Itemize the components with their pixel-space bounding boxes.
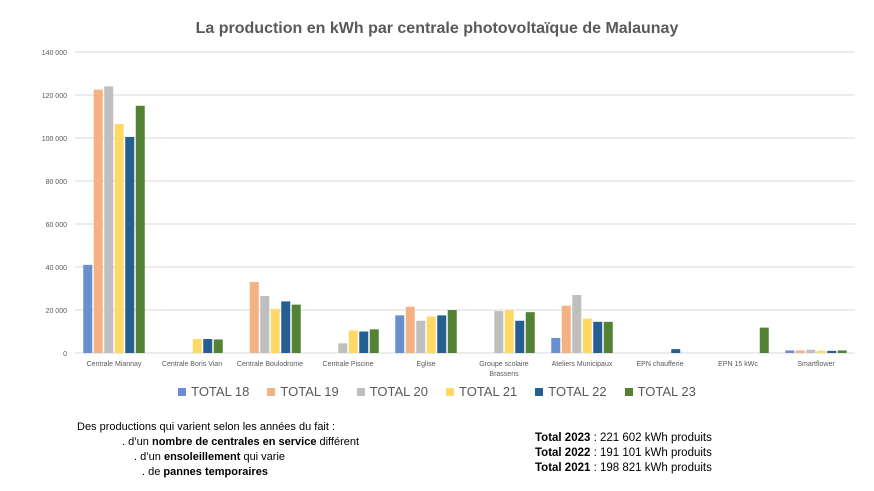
legend-label: TOTAL 18 <box>191 384 250 399</box>
note-line-3: . de pannes temporaires <box>142 466 268 478</box>
legend-item: TOTAL 20 <box>356 384 428 399</box>
legend-label: TOTAL 23 <box>637 384 696 399</box>
bar <box>837 350 847 353</box>
bar <box>603 321 613 353</box>
legend-label: TOTAL 21 <box>459 384 518 399</box>
legend-swatch <box>178 387 187 396</box>
bar <box>827 350 837 353</box>
bar <box>437 315 447 353</box>
legend-item: TOTAL 23 <box>624 384 696 399</box>
bar <box>338 343 348 353</box>
bar <box>93 89 103 353</box>
legend-swatch <box>535 387 544 396</box>
x-tick-label: Centrale Piscine <box>323 361 374 368</box>
x-tick-label: Centrale Boulodrome <box>237 361 303 368</box>
legend-item: TOTAL 19 <box>267 384 339 399</box>
bar <box>759 327 769 353</box>
legend-item: TOTAL 18 <box>178 384 249 399</box>
bar <box>260 296 270 353</box>
bar <box>806 349 816 353</box>
legend-item: TOTAL 22 <box>535 384 607 399</box>
x-tick-label: Brassens <box>489 371 519 378</box>
x-tick-label: Centrale Boris Vian <box>162 361 222 368</box>
bar <box>525 312 535 353</box>
note-line-2: . d’un ensoleillement qui varie <box>134 451 286 463</box>
y-tick-label: 40 000 <box>46 265 68 272</box>
total-line: Total 2022 : 191 101 kWh produits <box>535 447 712 459</box>
bar <box>369 329 379 353</box>
total-line: Total 2023 : 221 602 kWh produits <box>535 432 712 444</box>
y-tick-label: 140 000 <box>42 50 67 57</box>
x-tick-label: Smartflower <box>797 361 835 368</box>
notes-intro: Des productions qui varient selon les an… <box>77 421 336 433</box>
y-tick-label: 100 000 <box>42 136 67 143</box>
bar <box>551 337 561 353</box>
bar <box>593 321 603 353</box>
y-tick-label: 80 000 <box>46 179 68 186</box>
bar <box>504 310 514 353</box>
bar <box>135 105 145 353</box>
bar <box>281 301 291 353</box>
bar <box>494 311 504 353</box>
bar <box>447 310 457 353</box>
legend-swatch <box>356 387 365 396</box>
bar <box>203 339 213 353</box>
bar <box>582 318 592 353</box>
legend-label: TOTAL 20 <box>369 384 428 399</box>
legend-swatch <box>624 387 633 396</box>
bar <box>348 330 358 353</box>
x-tick-label: Groupe scolaire <box>479 361 529 368</box>
bar <box>816 350 826 353</box>
bar <box>104 86 114 354</box>
notes: Des productions qui varient selon les an… <box>77 420 359 480</box>
y-tick-label: 60 000 <box>46 222 68 229</box>
y-tick-label: 0 <box>63 351 67 358</box>
bar <box>125 136 135 353</box>
bar <box>249 282 259 353</box>
x-tick-label: Ateliers Municipaux <box>552 361 613 368</box>
bar <box>515 320 525 353</box>
legend: TOTAL 18 TOTAL 19 TOTAL 20 TOTAL 21 TOTAL 22… <box>0 384 874 399</box>
x-tick-label: Centrale Miannay <box>87 361 142 368</box>
bar <box>572 294 582 353</box>
bar <box>213 339 223 353</box>
bar <box>395 315 405 353</box>
bar <box>359 331 369 353</box>
legend-label: TOTAL 22 <box>548 384 607 399</box>
bar <box>416 320 426 353</box>
bar <box>785 350 795 353</box>
y-tick-label: 120 000 <box>42 93 67 100</box>
bar <box>291 304 301 353</box>
x-tick-label: EPN chaufferie <box>637 361 684 368</box>
y-tick-label: 20 000 <box>46 308 68 315</box>
bar <box>405 306 415 353</box>
legend-item: TOTAL 21 <box>446 384 517 399</box>
totals: Total 2023 : 221 602 kWh produits Total … <box>535 431 712 476</box>
legend-swatch <box>267 387 276 396</box>
bar <box>671 349 681 353</box>
bar <box>270 308 280 353</box>
total-line: Total 2021 : 198 821 kWh produits <box>535 462 712 474</box>
bar <box>795 350 805 353</box>
chart-title: La production en kWh par centrale photov… <box>195 20 679 37</box>
bar <box>426 316 436 353</box>
x-tick-label: Eglise <box>416 361 435 368</box>
x-tick-label: EPN 15 kWc <box>718 361 758 368</box>
note-line-1: . d’un nombre de centrales en service di… <box>122 436 360 448</box>
legend-label: TOTAL 19 <box>280 384 339 399</box>
bar <box>561 305 571 353</box>
bar <box>83 264 93 353</box>
bar-chart: 0 20 000 40 000 60 000 80 000 100 000 120 000 1… <box>42 50 855 378</box>
bar <box>192 339 202 353</box>
legend-swatch <box>446 387 454 396</box>
bar <box>114 124 124 354</box>
